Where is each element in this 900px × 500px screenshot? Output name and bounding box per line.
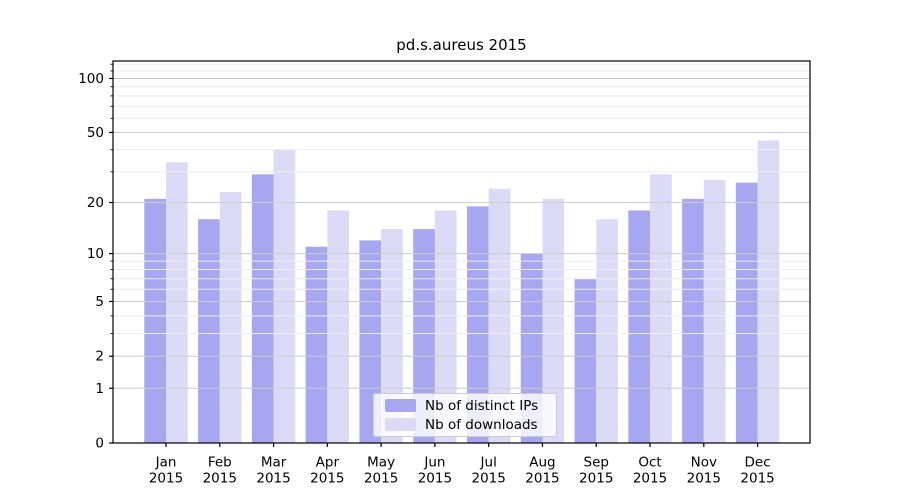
x-tick-label-mar-2015-year: 2015 (256, 471, 290, 487)
legend-item-downloads: Nb of downloads (385, 418, 556, 432)
x-tick-label-sep-2015-year: 2015 (579, 471, 613, 487)
legend-item-distinct-ips: Nb of distinct IPs (385, 399, 556, 413)
bar-nb-of-downloads-feb-2015 (219, 191, 242, 443)
y-tick-label-2: 2 (95, 349, 104, 365)
y-tick-label-100: 100 (78, 71, 104, 87)
bar-nb-of-downloads-apr-2015 (327, 210, 350, 443)
x-tick-label-may-2015-month: May (367, 455, 395, 471)
x-tick-label-may-2015-year: 2015 (364, 471, 398, 487)
y-tick-label-0: 0 (95, 436, 104, 452)
chart-title: pd.s.aureus 2015 (396, 36, 527, 54)
bar-nb-of-distinct-ips-jul-2015 (466, 206, 489, 443)
bar-nb-of-distinct-ips-mar-2015 (251, 174, 274, 443)
x-tick-label-aug-2015-year: 2015 (525, 471, 559, 487)
y-tick-label-1: 1 (95, 381, 104, 397)
bar-nb-of-downloads-oct-2015 (650, 174, 672, 443)
x-tick-label-aug-2015-month: Aug (529, 455, 555, 471)
plot-border (112, 60, 811, 444)
x-tick-label-apr-2015-month: Apr (316, 455, 340, 471)
x-tick-label-dec-2015-month: Dec (745, 455, 771, 471)
bar-nb-of-downloads-nov-2015 (703, 179, 726, 444)
x-tick-label-jan-2015-month: Jan (155, 455, 177, 471)
x-tick-label-jun-2015-year: 2015 (418, 471, 452, 487)
x-tick-label-sep-2015-month: Sep (584, 455, 609, 471)
x-tick-label-oct-2015-month: Oct (638, 455, 661, 471)
bar-nb-of-downloads-mar-2015 (273, 149, 296, 443)
legend-swatch-distinct-ips (385, 399, 416, 412)
bar-nb-of-distinct-ips-apr-2015 (305, 246, 328, 443)
x-tick-label-jul-2015-year: 2015 (472, 471, 506, 487)
bar-nb-of-distinct-ips-jan-2015 (144, 198, 166, 443)
bar-nb-of-distinct-ips-may-2015 (359, 240, 382, 443)
bar-nb-of-downloads-dec-2015 (757, 140, 780, 443)
x-tick-label-nov-2015-year: 2015 (687, 471, 721, 487)
bar-nb-of-distinct-ips-dec-2015 (735, 182, 758, 444)
x-tick-label-feb-2015-month: Feb (208, 455, 232, 471)
y-tick-label-10: 10 (87, 246, 104, 262)
bar-nb-of-distinct-ips-feb-2015 (198, 219, 220, 443)
bar-nb-of-downloads-sep-2015 (596, 219, 618, 443)
y-tick-label-50: 50 (87, 125, 104, 141)
x-tick-label-oct-2015-year: 2015 (633, 471, 667, 487)
y-tick-label-5: 5 (95, 294, 104, 310)
legend: Nb of distinct IPs Nb of downloads (373, 393, 557, 437)
bar-nb-of-distinct-ips-sep-2015 (574, 278, 597, 443)
bar-nb-of-distinct-ips-nov-2015 (682, 198, 704, 443)
bar-nb-of-downloads-may-2015 (381, 229, 403, 443)
legend-swatch-downloads (385, 418, 416, 431)
bar-nb-of-distinct-ips-jun-2015 (413, 229, 435, 443)
bar-nb-of-downloads-jun-2015 (434, 210, 457, 443)
x-tick-label-nov-2015-month: Nov (691, 455, 717, 471)
x-tick-label-dec-2015-year: 2015 (740, 471, 774, 487)
legend-label-downloads: Nb of downloads (425, 416, 538, 433)
x-tick-label-jun-2015-month: Jun (423, 455, 445, 471)
x-tick-label-jan-2015-year: 2015 (149, 471, 183, 487)
legend-label-distinct-ips: Nb of distinct IPs (425, 397, 539, 414)
x-tick-label-apr-2015-year: 2015 (310, 471, 344, 487)
x-tick-label-jul-2015-month: Jul (480, 455, 497, 471)
y-tick-label-20: 20 (87, 195, 104, 211)
bar-nb-of-downloads-jan-2015 (166, 162, 188, 443)
x-tick-label-feb-2015-year: 2015 (203, 471, 237, 487)
bar-nb-of-downloads-aug-2015 (542, 198, 565, 443)
x-tick-label-mar-2015-month: Mar (261, 455, 287, 471)
bar-nb-of-distinct-ips-oct-2015 (628, 210, 651, 443)
